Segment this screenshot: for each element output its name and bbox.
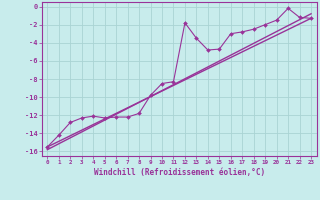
X-axis label: Windchill (Refroidissement éolien,°C): Windchill (Refroidissement éolien,°C) bbox=[94, 168, 265, 177]
